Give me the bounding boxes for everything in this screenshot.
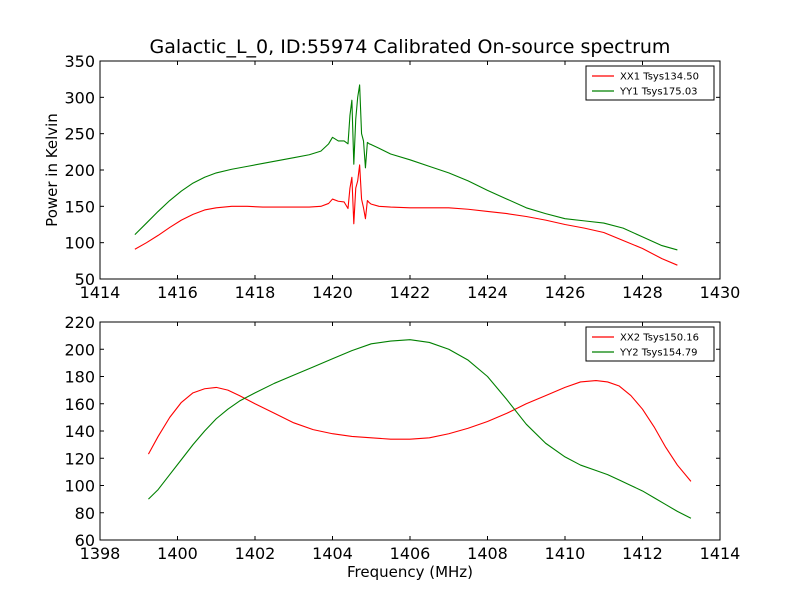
x-tick-label: 1398 bbox=[80, 544, 121, 563]
y-tick-label: 200 bbox=[64, 340, 95, 359]
y-tick-label: 250 bbox=[64, 125, 95, 144]
y-tick-label: 140 bbox=[64, 422, 95, 441]
legend bbox=[585, 65, 715, 101]
y-tick-label: 160 bbox=[64, 395, 95, 414]
y-tick-label: 60 bbox=[75, 531, 95, 550]
x-tick-label: 1424 bbox=[467, 283, 508, 302]
y-tick-label: 100 bbox=[64, 234, 95, 253]
x-tick-label: 1406 bbox=[390, 544, 431, 563]
legend-label: YY2 Tsys154.79 bbox=[619, 348, 698, 359]
legend-label: YY1 Tsys175.03 bbox=[619, 87, 698, 98]
x-tick-label: 1418 bbox=[235, 283, 276, 302]
x-tick-label: 1426 bbox=[545, 283, 586, 302]
legend-label: XX2 Tsys150.16 bbox=[620, 333, 699, 344]
y-tick-label: 120 bbox=[64, 449, 95, 468]
legend bbox=[585, 326, 715, 362]
y-tick-label: 50 bbox=[75, 270, 95, 289]
x-tick-label: 1414 bbox=[80, 283, 121, 302]
x-tick-label: 1430 bbox=[700, 283, 741, 302]
series-line-2-1 bbox=[147, 380, 692, 482]
y-tick-label: 220 bbox=[64, 313, 95, 332]
x-tick-label: 1410 bbox=[545, 544, 586, 563]
x-tick-label: 1420 bbox=[312, 283, 353, 302]
x-tick-label: 1428 bbox=[622, 283, 663, 302]
y-tick-label: 350 bbox=[64, 52, 95, 71]
bottom-panel: 1398 1400 1402 1404 1406 1408 1410 1412 1414 60 80… bbox=[64, 313, 740, 581]
x-axis-label: Frequency (MHz) bbox=[347, 563, 473, 581]
y-tick-label: 100 bbox=[64, 477, 95, 496]
y-axis-label: Power in Kelvin bbox=[43, 113, 61, 227]
series-line-1-1 bbox=[134, 164, 678, 266]
y-tick-label: 200 bbox=[64, 161, 95, 180]
top-panel: 1414 1416 1418 1420 1422 1424 1426 1428 1430 50 10… bbox=[43, 52, 740, 302]
series-line-2-2 bbox=[148, 339, 692, 519]
y-tick-label: 300 bbox=[64, 88, 95, 107]
x-tick-label: 1412 bbox=[622, 544, 663, 563]
y-tick-label: 180 bbox=[64, 368, 95, 387]
y-tick-label: 150 bbox=[64, 197, 95, 216]
x-tick-label: 1414 bbox=[700, 544, 741, 563]
x-tick-label: 1408 bbox=[467, 544, 508, 563]
x-tick-label: 1416 bbox=[157, 283, 198, 302]
x-tick-label: 1400 bbox=[157, 544, 198, 563]
x-tick-label: 1422 bbox=[390, 283, 431, 302]
x-tick-label: 1402 bbox=[235, 544, 276, 563]
x-tick-label: 1404 bbox=[312, 544, 353, 563]
legend-label: XX1 Tsys134.50 bbox=[620, 72, 699, 83]
y-tick-label: 80 bbox=[75, 504, 95, 523]
series-line-1-2 bbox=[134, 84, 678, 251]
chart-title: Galactic_L_0, ID:55974 Calibrated On-sou… bbox=[150, 36, 671, 58]
